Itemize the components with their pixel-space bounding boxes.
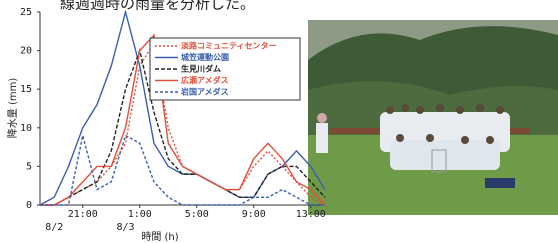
y-tick-label: 5 (26, 161, 32, 172)
x-axis-title: 時間 (h) (141, 231, 178, 243)
y-tick-label: 0 (26, 200, 32, 211)
date-label: 8/3 (116, 222, 134, 233)
x-tick-label: 13:00 (296, 209, 326, 220)
legend-label: 淡路コミュニティセンター (181, 41, 277, 51)
legend-label: 城笠運動公園 (181, 52, 229, 62)
x-tick-label: 21:00 (68, 209, 98, 220)
y-tick-label: 10 (20, 123, 32, 134)
x-tick-label: 5:00 (185, 209, 209, 220)
series-line (40, 136, 325, 205)
header-text: 線週週時の雨量を分析した。 (60, 0, 255, 13)
y-tick-label: 25 (20, 7, 32, 18)
legend-label: 生見川ダム (181, 64, 221, 74)
page: 線週週時の雨量を分析した。 時間 (h) 降水量 (mm) 0 5 10 15 20 25… (0, 0, 558, 243)
legend-label: 岩国アメダス (180, 87, 229, 97)
y-tick-label: 20 (20, 46, 32, 57)
x-tick-label: 9:00 (242, 209, 266, 220)
x-tick-label: 1:00 (128, 209, 152, 220)
y-axis-title: 降水量 (mm) (6, 78, 19, 139)
y-tick-label: 15 (20, 84, 32, 95)
photo (308, 20, 558, 215)
date-label: 8/2 (45, 222, 63, 233)
legend-label: 広瀬アメダス (181, 75, 229, 85)
